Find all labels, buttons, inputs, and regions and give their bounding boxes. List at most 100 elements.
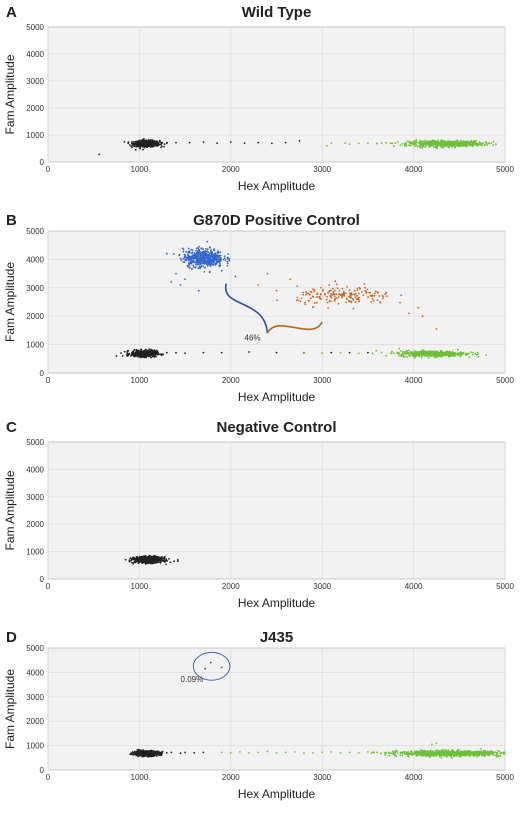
data-point <box>373 294 376 297</box>
y-tick-label: 5000 <box>26 438 44 447</box>
data-point <box>416 145 419 148</box>
data-point <box>453 354 456 356</box>
data-point <box>204 266 206 269</box>
data-point <box>140 751 143 754</box>
data-point <box>422 143 424 146</box>
data-point <box>409 351 412 353</box>
data-point <box>457 353 460 356</box>
scatter-points <box>98 137 497 156</box>
data-point <box>358 300 361 303</box>
data-point <box>189 257 192 259</box>
data-point <box>157 144 160 146</box>
chart-title: Wild Type <box>242 4 312 21</box>
data-point <box>456 139 459 142</box>
scatter-points <box>129 661 505 759</box>
scatter-points <box>115 240 488 359</box>
data-point <box>495 143 497 146</box>
data-point <box>316 293 318 296</box>
data-point <box>380 142 383 145</box>
data-point <box>325 144 328 147</box>
data-point <box>396 750 398 753</box>
x-tick-label: 0 <box>46 773 51 782</box>
data-point <box>148 750 151 752</box>
y-tick-label: 5000 <box>26 227 44 236</box>
data-point <box>198 245 200 248</box>
data-point <box>410 353 413 355</box>
panel-letter: B <box>6 212 17 229</box>
data-point <box>312 296 315 298</box>
data-point <box>349 295 352 297</box>
data-point <box>353 290 356 292</box>
panel-letter: A <box>6 4 17 21</box>
data-point <box>165 252 168 255</box>
data-point <box>393 145 395 148</box>
data-point <box>187 250 190 253</box>
data-point <box>200 247 203 250</box>
data-point <box>419 146 422 149</box>
data-point <box>481 144 483 147</box>
data-point <box>348 289 351 292</box>
data-point <box>202 351 205 354</box>
data-point <box>440 143 443 145</box>
x-tick-label: 3000 <box>313 773 331 782</box>
data-point <box>201 255 203 257</box>
data-point <box>405 352 408 355</box>
data-point <box>144 563 147 565</box>
y-axis-label: Fam Amplitude <box>3 54 17 134</box>
data-point <box>140 139 143 142</box>
data-point <box>155 557 158 560</box>
data-point <box>487 142 490 145</box>
data-point <box>194 257 197 259</box>
data-point <box>226 257 229 260</box>
data-point <box>435 328 438 330</box>
data-point <box>133 753 136 756</box>
data-point <box>146 142 149 145</box>
x-tick-label: 1000 <box>131 165 149 174</box>
data-point <box>186 253 189 256</box>
panel-letter: C <box>6 419 17 436</box>
data-point <box>197 252 200 255</box>
data-point <box>152 352 155 355</box>
data-point <box>217 252 219 255</box>
data-point <box>209 265 212 268</box>
data-point <box>315 301 318 304</box>
data-point <box>158 139 161 142</box>
data-point <box>141 354 143 357</box>
data-point <box>442 141 444 144</box>
data-point <box>378 295 381 297</box>
data-point <box>459 355 461 357</box>
data-point <box>284 141 287 144</box>
data-point <box>210 254 213 257</box>
data-point <box>193 252 196 254</box>
data-point <box>445 354 448 357</box>
data-point <box>367 142 369 145</box>
data-point <box>391 142 394 145</box>
data-point <box>303 352 305 354</box>
data-point <box>468 356 471 359</box>
data-point <box>199 257 202 259</box>
data-point <box>184 256 187 259</box>
data-point <box>468 144 471 147</box>
data-point <box>426 352 429 355</box>
data-point <box>208 271 211 274</box>
data-point <box>475 139 477 142</box>
data-point <box>451 354 454 357</box>
x-axis-label: Hex Amplitude <box>238 787 316 801</box>
data-point <box>228 259 231 262</box>
data-point <box>132 353 135 356</box>
data-point <box>300 297 303 300</box>
data-point <box>422 351 425 354</box>
data-point <box>463 140 465 143</box>
data-point <box>431 353 434 356</box>
x-axis-label: Hex Amplitude <box>238 596 316 610</box>
data-point <box>134 750 136 753</box>
x-tick-label: 0 <box>46 582 51 591</box>
data-point <box>356 287 359 290</box>
data-point <box>501 752 504 754</box>
data-point <box>196 256 199 259</box>
data-point <box>499 754 502 757</box>
data-point <box>398 347 401 350</box>
data-point <box>304 301 306 304</box>
data-point <box>147 141 150 144</box>
